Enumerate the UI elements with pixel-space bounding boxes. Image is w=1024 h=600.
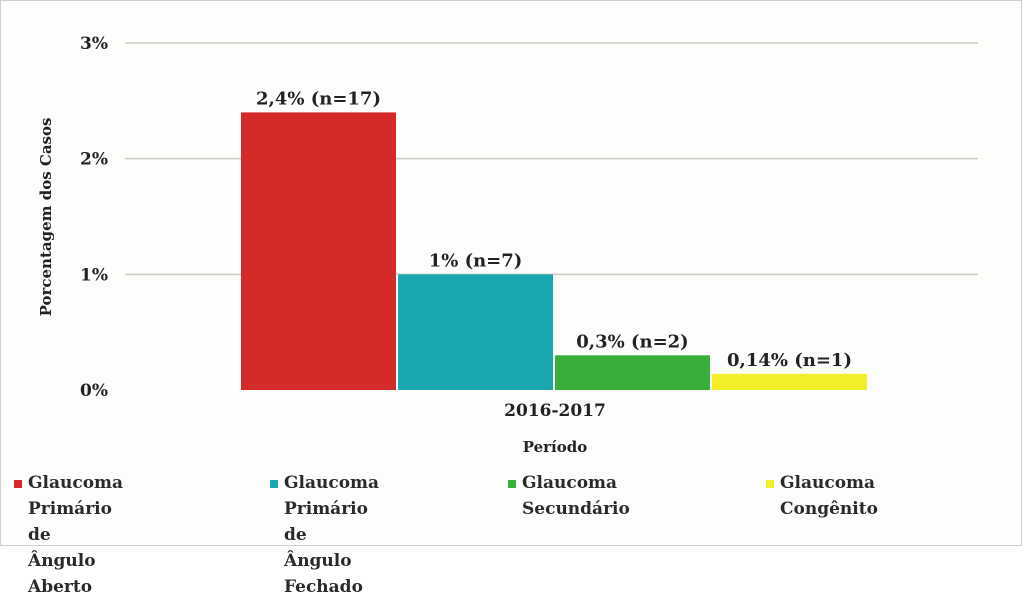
legend-swatch-red (14, 480, 22, 488)
data-label: 2,4% (n=17) (256, 88, 381, 109)
y-axis-title: Porcentagem dos Casos (37, 118, 55, 317)
bar (241, 112, 396, 391)
data-label: 0,14% (n=1) (727, 350, 852, 371)
y-axis-ticks: 0% 1% 2% 3% (80, 34, 108, 401)
data-label: 1% (n=7) (429, 250, 523, 271)
chart-frame (0, 0, 1022, 546)
x-axis-title: Período (523, 438, 588, 456)
legend-label: Glaucoma Congênito (780, 473, 878, 519)
y-tick-label: 0% (80, 381, 108, 401)
legend-label: Glaucoma Secundário (522, 473, 630, 519)
bars (241, 112, 867, 391)
legend-swatch-yellow (766, 480, 774, 488)
data-label: 0,3% (n=2) (576, 331, 688, 352)
y-tick-label: 3% (80, 34, 108, 54)
legend-label: Glaucoma Primário de Ângulo Aberto (28, 473, 124, 597)
bar-chart: 0% 1% 2% 3% 2,4% (n=17) 1% (n=7) 0,3% (n=2) 0,… (37, 34, 978, 456)
x-tick-label: 2016-2017 (504, 401, 606, 421)
bar (555, 355, 710, 390)
bar (398, 274, 553, 390)
legend-label: Glaucoma Primário de Ângulo Fechado (284, 473, 380, 597)
legend-swatch-teal (270, 480, 278, 488)
data-labels: 2,4% (n=17) 1% (n=7) 0,3% (n=2) 0,14% (n=1) (256, 88, 852, 370)
legend-swatch-green (508, 480, 516, 488)
bar (712, 373, 867, 390)
legend: Glaucoma Primário de Ângulo Aberto Glauc… (14, 470, 1014, 597)
y-tick-label: 2% (80, 150, 108, 170)
y-tick-label: 1% (80, 265, 108, 285)
